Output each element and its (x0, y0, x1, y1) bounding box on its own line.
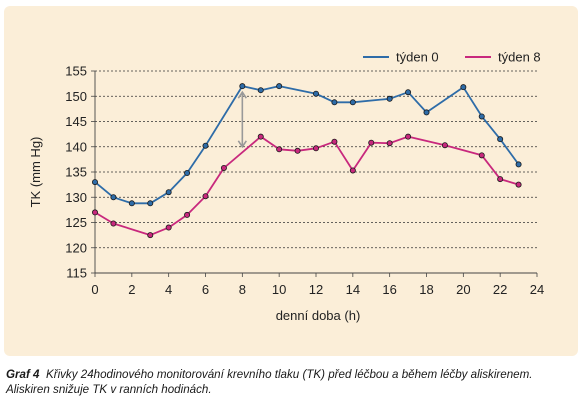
figure-caption: Graf 4 Křivky 24hodinového monitorování … (6, 367, 578, 397)
x-tick-label: 2 (128, 282, 135, 297)
y-tick-label: 125 (65, 215, 87, 230)
data-point (276, 146, 283, 153)
x-tick-label: 22 (493, 282, 507, 297)
data-point (294, 147, 301, 154)
x-tick-label: 8 (239, 282, 246, 297)
x-tick-label: 16 (382, 282, 396, 297)
annotation-arrow-head-top (237, 90, 247, 99)
data-point (386, 95, 393, 102)
data-point (405, 89, 412, 96)
data-point (165, 189, 172, 196)
grid-lines (95, 70, 537, 249)
series-line-1 (94, 85, 520, 205)
data-point (257, 133, 264, 140)
axes (91, 70, 538, 277)
caption-lead: Graf 4 (6, 368, 40, 381)
series-lines (92, 83, 522, 239)
data-point (478, 113, 485, 120)
data-point (257, 87, 264, 94)
data-point (515, 181, 522, 188)
legend-label-2: týden 8 (498, 50, 541, 65)
x-tick-label: 14 (346, 282, 360, 297)
data-point (184, 170, 191, 177)
y-tick-label: 150 (65, 89, 87, 104)
data-point (239, 83, 246, 90)
data-point (497, 176, 504, 183)
data-point (147, 200, 154, 207)
data-point (110, 220, 117, 227)
data-point (386, 140, 393, 147)
x-tick-label: 18 (419, 282, 433, 297)
data-point (497, 136, 504, 143)
x-tick-labels: 0 2 4 6 8 10 12 14 16 18 20 22 24 (91, 282, 544, 297)
x-tick-label: 20 (456, 282, 470, 297)
data-point (331, 99, 338, 106)
annotation-arrow (237, 90, 247, 149)
data-point (478, 152, 485, 159)
data-point (202, 193, 209, 200)
data-point (423, 109, 430, 116)
chart-panel (4, 6, 578, 356)
x-tick-label: 12 (309, 282, 323, 297)
y-tick-label: 140 (65, 139, 87, 154)
x-tick-label: 0 (91, 282, 98, 297)
x-tick-label: 4 (165, 282, 172, 297)
data-point (312, 145, 319, 152)
y-tick-label: 145 (65, 114, 87, 129)
caption-text: Křivky 24hodinového monitorování krevníh… (6, 368, 533, 396)
data-point (202, 142, 209, 149)
data-point (220, 164, 227, 171)
y-tick-label: 115 (66, 266, 87, 281)
x-axis-label: denní doba (h) (276, 308, 361, 323)
data-point (515, 161, 522, 168)
data-point (128, 200, 135, 207)
legend: týden 0 týden 8 (363, 50, 541, 65)
data-point (349, 99, 356, 106)
series-line-2 (94, 135, 519, 237)
data-point (405, 133, 412, 140)
x-tick-label: 24 (530, 282, 544, 297)
data-point (312, 90, 319, 97)
data-point (460, 84, 467, 91)
data-point (147, 232, 154, 239)
y-tick-label: 155 (65, 64, 87, 79)
data-point (110, 194, 117, 201)
data-point (331, 138, 338, 145)
data-point (92, 179, 99, 186)
data-point (349, 167, 356, 174)
y-axis-label: TK (mm Hg) (28, 137, 43, 208)
annotation-arrow-head-bottom (237, 140, 247, 149)
x-tick-label: 10 (272, 282, 286, 297)
data-point (92, 209, 99, 216)
data-point (184, 211, 191, 218)
y-tick-label: 135 (65, 165, 87, 180)
data-point (165, 224, 172, 231)
y-tick-label: 130 (65, 190, 87, 205)
y-tick-labels: 115 120 125 130 135 140 145 150 155 (65, 64, 87, 281)
x-tick-label: 6 (202, 282, 209, 297)
data-point (441, 142, 448, 149)
data-point (368, 139, 375, 146)
y-tick-label: 120 (65, 240, 87, 255)
data-point (276, 83, 283, 90)
legend-label-1: týden 0 (396, 50, 439, 65)
